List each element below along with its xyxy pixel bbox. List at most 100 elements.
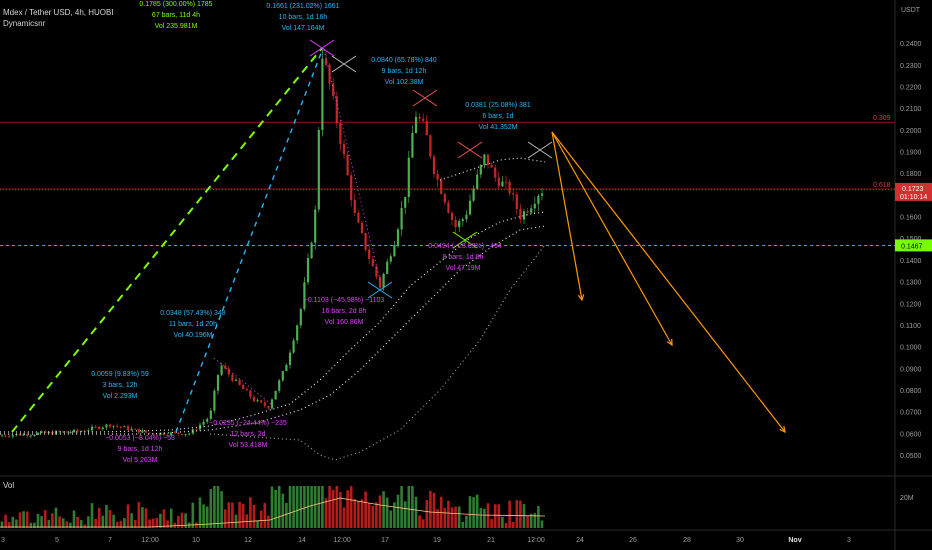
green-trend-line [11, 47, 323, 433]
volume-bar [256, 520, 259, 528]
volume-bar [378, 495, 382, 528]
volume-bar [277, 486, 281, 528]
volume-bar [0, 521, 4, 528]
volume-bar [540, 520, 544, 528]
measurement-label: 0.0381 (25.08%) 381 [465, 102, 530, 109]
y-tick-label: 0.2200 [900, 84, 922, 91]
x-tick-label: 30 [736, 537, 744, 544]
volume-bar [299, 486, 303, 528]
candle-body [29, 435, 32, 437]
volume-bar [436, 509, 439, 528]
candle-body [224, 365, 227, 369]
candle-body [461, 219, 464, 222]
volume-bar [429, 490, 432, 528]
volume-bar [90, 503, 94, 528]
indicator-label: Dynamicsnr [3, 19, 46, 28]
measurement-label: 0.0840 (65.78%) 840 [371, 57, 436, 64]
candle-body [450, 212, 454, 220]
volume-bar [209, 489, 213, 528]
volume-bar [501, 516, 504, 528]
candle-body [134, 428, 137, 430]
volume-bar [457, 506, 461, 528]
candle-body [353, 199, 356, 213]
volume-bar [205, 506, 209, 528]
x-tick-label: 19 [433, 537, 441, 544]
x-tick-label: 12:00 [527, 537, 545, 544]
candle-body [382, 273, 385, 288]
candle-body [508, 181, 511, 194]
volume-bar [79, 520, 83, 528]
volume-bar [443, 507, 447, 528]
candle-body [378, 276, 382, 288]
volume-bar [317, 486, 321, 528]
volume-bar [18, 512, 22, 528]
measurement-label: Vol 5.263M [122, 457, 157, 464]
x-tick-label: 24 [576, 537, 584, 544]
measurement-label: 0.0059 (9.83%) 59 [91, 371, 149, 378]
volume-bar [151, 518, 155, 528]
candle-body [94, 426, 97, 428]
dynamic-band-top [439, 157, 546, 181]
volume-bar [529, 513, 533, 528]
pivot-marker [331, 55, 357, 73]
volume-bar [519, 500, 522, 528]
dynamic-band-lower [209, 244, 546, 461]
volume-bar [450, 507, 454, 528]
candle-body [33, 434, 36, 436]
candle-body [162, 432, 166, 435]
volume-bar [241, 503, 245, 528]
pivot-marker [457, 141, 483, 159]
candle-body [346, 154, 349, 176]
candle-body [144, 430, 148, 433]
candle-body [195, 429, 198, 431]
volume-bar [346, 490, 349, 528]
candle-body [407, 157, 410, 197]
x-tick-label: 10 [192, 537, 200, 544]
candle-body [170, 432, 173, 436]
candle-body [314, 209, 317, 243]
measurement-label: Vol 160.86M [325, 319, 364, 326]
currency-label: USDT [901, 7, 921, 14]
candle-body [173, 432, 176, 434]
volume-bar [76, 516, 79, 528]
volume-bar [418, 515, 421, 528]
x-tick-label: 12:00 [333, 537, 351, 544]
volume-bar [4, 514, 7, 528]
volume-bar [15, 519, 18, 528]
candle-body [364, 232, 367, 250]
volume-label: Vol [3, 481, 15, 490]
y-tick-label: 0.1600 [900, 215, 922, 222]
volume-bar [393, 502, 396, 528]
volume-ma-line [0, 497, 546, 528]
volume-bar [281, 493, 285, 528]
volume-bar [357, 501, 360, 528]
candle-body [166, 434, 169, 436]
x-tick-label: 5 [55, 537, 59, 544]
volume-bar [292, 486, 295, 528]
volume-bar [126, 504, 130, 528]
candle-body [526, 211, 529, 213]
measurement-label: 3 bars, 12h [102, 382, 137, 389]
y-tick-label: 0.0800 [900, 388, 922, 395]
candle-body [116, 425, 119, 427]
fib-level-label: 0.309 [873, 115, 891, 122]
candle-body [458, 221, 461, 228]
volume-bar [25, 511, 29, 528]
volume-bar [537, 506, 540, 528]
y-tick-label: 0.2100 [900, 106, 922, 113]
candle-body [357, 212, 360, 223]
candle-body [285, 364, 288, 372]
y-tick-label: 0.2400 [900, 41, 922, 48]
measurement-label: Vol 41.352M [479, 124, 518, 131]
candle-body [252, 396, 256, 402]
volume-bar [180, 512, 184, 528]
measurement-label: 6 bars, 1d [482, 113, 513, 120]
y-tick-label: 0.1400 [900, 258, 922, 265]
candle-body [26, 434, 29, 436]
volume-bar [411, 486, 414, 528]
candle-body [396, 229, 400, 245]
volume-bar [400, 486, 403, 528]
candle-body [90, 426, 94, 431]
volume-bar [432, 492, 436, 528]
